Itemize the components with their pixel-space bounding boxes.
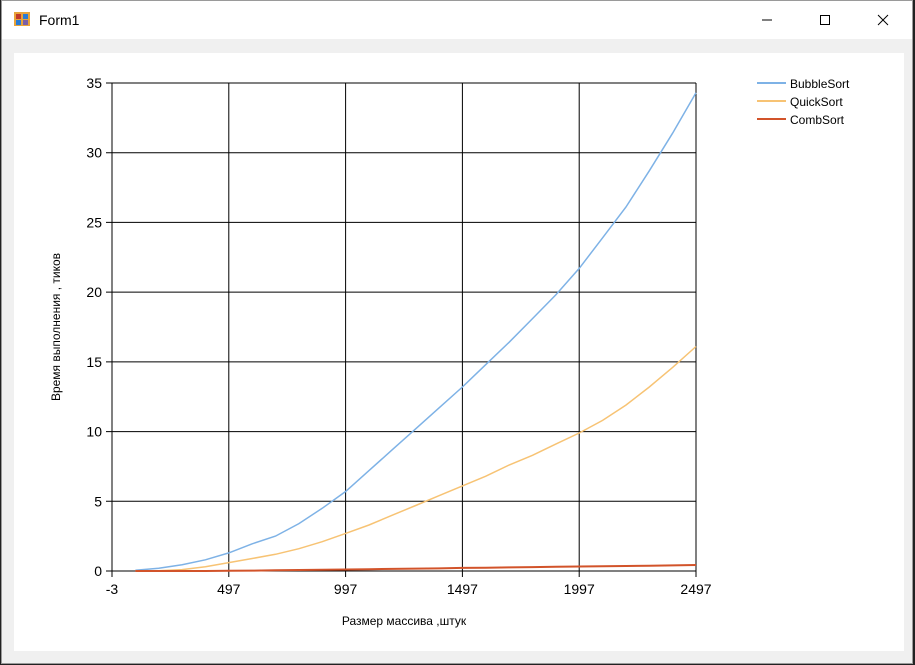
x-tick-label: 997 (334, 581, 358, 597)
window-title: Form1 (39, 12, 80, 28)
x-tick-label: 1997 (564, 581, 595, 597)
y-axis-title: Время выполнения , тиков (49, 253, 63, 401)
chart-control: -3 497 997 1497 1997 2497 0 5 10 15 20 25 30 35 Размер… (14, 53, 904, 651)
x-tick-label: -3 (106, 581, 119, 597)
y-tick-label: 15 (86, 354, 102, 370)
series-line-quicksort (135, 345, 697, 572)
close-button[interactable] (854, 1, 912, 39)
minimize-button[interactable] (738, 1, 796, 39)
maximize-icon (820, 15, 830, 25)
app-icon (14, 12, 30, 26)
title-bar[interactable]: Form1 (2, 1, 912, 39)
x-tick-label: 1497 (447, 581, 478, 597)
maximize-button[interactable] (796, 1, 854, 39)
y-tick-label: 35 (86, 75, 102, 91)
series-line-bubblesort (135, 92, 697, 572)
y-tick-label: 10 (86, 424, 102, 440)
legend-label: BubbleSort (790, 77, 850, 91)
minimize-icon (762, 19, 772, 21)
y-tick-label: 30 (86, 145, 102, 161)
legend-label: CombSort (790, 113, 845, 127)
legend-label: QuickSort (790, 95, 843, 109)
chart-svg: -3 497 997 1497 1997 2497 0 5 10 15 20 25 30 35 Размер… (49, 75, 850, 628)
x-tick-label: 497 (217, 581, 241, 597)
y-tick-label: 25 (86, 214, 102, 230)
legend: BubbleSort QuickSort CombSort (757, 77, 850, 127)
close-icon (877, 14, 889, 26)
series-line-combsort (135, 564, 697, 572)
x-axis-title: Размер массива ,штук (342, 614, 467, 628)
y-tick-label: 0 (94, 563, 102, 579)
y-tick-label: 5 (94, 493, 102, 509)
x-tick-label: 2497 (680, 581, 711, 597)
y-tick-label: 20 (86, 284, 102, 300)
